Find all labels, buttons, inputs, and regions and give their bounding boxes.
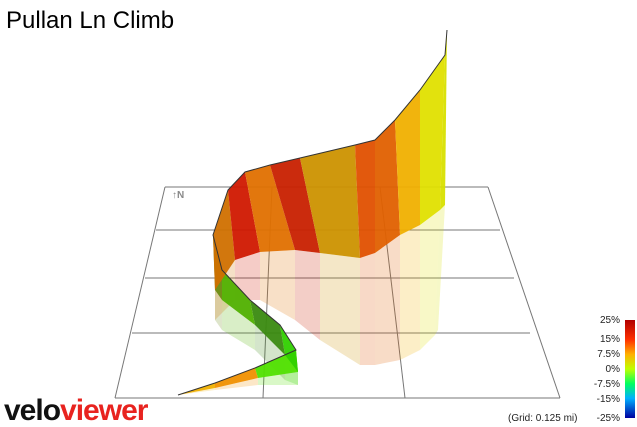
wall-shadow bbox=[375, 235, 400, 365]
wall-shadow bbox=[435, 205, 445, 335]
legend-label: 0% bbox=[606, 364, 621, 375]
legend-label: 25% bbox=[600, 315, 620, 326]
wall-shadow bbox=[258, 372, 298, 385]
wall-shadow bbox=[260, 250, 295, 320]
wall-shadow bbox=[215, 290, 222, 330]
wall-segment bbox=[222, 270, 255, 325]
logo-part: viewer bbox=[60, 394, 149, 427]
wall-shadow bbox=[420, 210, 440, 350]
wall-segment bbox=[375, 120, 400, 253]
gradient-scale bbox=[625, 320, 635, 418]
wall-segment bbox=[250, 300, 285, 355]
title: Pullan Ln Climb bbox=[6, 7, 174, 34]
wall-shadow bbox=[360, 253, 375, 365]
wall-segment bbox=[280, 325, 298, 372]
logo-part: velo bbox=[4, 394, 61, 427]
wall-segment bbox=[213, 190, 235, 290]
wall-segment bbox=[270, 158, 320, 253]
ground-grid bbox=[114, 186, 561, 399]
legend-label: 7.5% bbox=[597, 349, 620, 360]
wall-shadow bbox=[235, 252, 260, 300]
wall-segment bbox=[420, 55, 445, 225]
wall-shadow bbox=[400, 225, 420, 360]
grid-note: (Grid: 0.125 mi) bbox=[508, 413, 577, 424]
legend-label: -25% bbox=[597, 413, 620, 424]
legend-label: -15% bbox=[597, 394, 620, 405]
wall-edge bbox=[177, 29, 448, 396]
wall-segment bbox=[355, 140, 375, 258]
wall-shadow bbox=[215, 378, 258, 390]
route-wall bbox=[177, 29, 448, 396]
wall-segment bbox=[245, 165, 295, 252]
legend-label: -7.5% bbox=[594, 379, 620, 390]
wall-segment bbox=[300, 145, 360, 258]
wall-segment bbox=[228, 172, 260, 260]
wall-segment bbox=[440, 30, 447, 210]
legend-label: 15% bbox=[600, 334, 620, 345]
grid-line bbox=[487, 186, 561, 399]
north-label: ↑N bbox=[172, 190, 184, 201]
logo: veloviewer bbox=[4, 394, 149, 427]
wall-shadow bbox=[295, 250, 320, 340]
wall-shadow bbox=[320, 253, 360, 365]
grid-line bbox=[114, 186, 166, 399]
wall-shadow bbox=[222, 300, 255, 350]
wall-segment bbox=[395, 90, 420, 235]
wall-segment bbox=[215, 368, 258, 388]
